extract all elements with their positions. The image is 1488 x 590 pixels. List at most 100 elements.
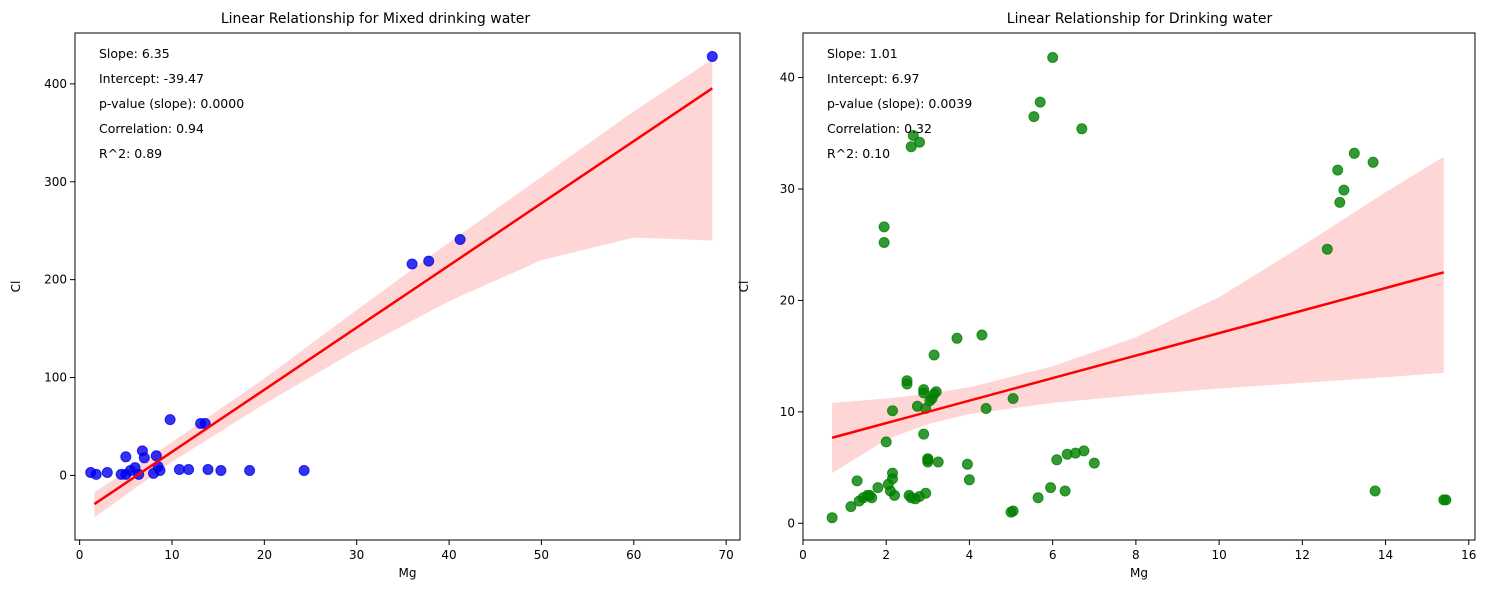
chart-drinking-water: Linear Relationship for Drinking water 0… [737,11,1476,580]
regression-line [93,87,713,506]
stats-annotation-line: Intercept: 6.97 [827,71,919,86]
x-tick-label: 14 [1378,548,1393,562]
x-tick-label: 20 [257,548,272,562]
scatter-point [878,237,890,248]
scatter-point [1332,164,1344,176]
y-axis-ticks: 0 100 200 300 400 [44,77,75,482]
stats-annotation-line: Correlation: 0.32 [827,121,932,136]
y-tick-label: 400 [44,77,67,91]
scatter-point [928,349,940,361]
scatter-point [1045,482,1057,494]
regression-line [831,271,1445,439]
x-tick-label: 0 [799,548,807,562]
scatter-point [866,492,878,504]
y-tick-label: 30 [780,182,795,196]
scatter-point [914,136,925,148]
stats-annotations: Slope: 6.35 Intercept: -39.47 p-value (slo… [99,46,244,161]
x-tick-label: 16 [1461,548,1476,562]
stats-annotation-line: Intercept: -39.47 [99,71,204,86]
x-tick-label: 10 [164,548,179,562]
scatter-point [930,386,942,398]
scatter-point [706,51,718,62]
scatter-point [244,465,256,476]
chart-title: Linear Relationship for Drinking water [1007,11,1273,27]
scatter-point [183,464,195,475]
scatter-point [1321,243,1333,255]
scatter-point [880,436,892,448]
scatter-point [1047,52,1059,63]
chart-mixed-drinking-water: Linear Relationship for Mixed drinking w… [9,11,741,580]
scatter-point [878,221,890,233]
x-tick-label: 12 [1295,548,1310,562]
scatter-point [1051,454,1063,466]
scatter-point [298,465,310,476]
scatter-point [1334,196,1346,208]
scatter-point [826,512,838,524]
stats-annotation-line: Slope: 1.01 [827,46,898,61]
y-axis-label: Cl [737,281,751,293]
plot-area [826,52,1452,524]
scatter-point [907,130,919,141]
scatter-point [1369,485,1381,497]
scatter-point [1032,492,1044,504]
x-axis-ticks: 0 10 20 30 40 50 60 70 [76,540,734,562]
scatter-point [889,489,900,501]
scatter-point [1007,393,1019,404]
scatter-point [1076,123,1088,135]
y-tick-label: 10 [780,405,795,419]
scatter-point [922,454,934,466]
scatter-point [1059,485,1071,497]
scatter-point [901,375,913,387]
scatter-point [164,414,176,426]
confidence-band [832,156,1444,474]
scatter-point [961,458,973,470]
plot-frame [74,32,741,541]
scatter-point [963,474,975,486]
stats-annotation-line: Slope: 6.35 [99,46,170,61]
scatter-point [423,255,435,267]
scatter-point [1078,445,1090,457]
scatter-point [1034,96,1046,108]
plot-content [826,52,1452,524]
x-tick-label: 50 [534,548,549,562]
scatter-point [905,141,917,153]
x-tick-label: 2 [882,548,890,562]
confidence-band [94,59,713,518]
y-tick-label: 0 [787,516,795,530]
plot-content [85,51,718,518]
scatter-point [173,464,185,475]
x-tick-label: 6 [1049,548,1057,562]
x-tick-label: 4 [966,548,974,562]
y-tick-label: 20 [780,293,795,307]
scatter-point [845,501,857,513]
stats-annotation-line: R^2: 0.89 [99,146,162,161]
y-tick-label: 40 [780,71,795,85]
stats-annotation-line: p-value (slope): 0.0039 [827,96,972,111]
y-tick-label: 300 [44,175,67,189]
scatter-point [406,258,418,270]
y-tick-label: 0 [59,468,67,482]
scatter-point [951,332,963,344]
chart-title: Linear Relationship for Mixed drinking w… [221,11,531,27]
scatter-point [887,473,898,485]
scatter-point [120,451,132,463]
x-axis-label: Mg [1130,566,1148,580]
y-tick-label: 200 [44,273,67,287]
scatter-point [138,452,150,464]
scatter-point [454,234,466,245]
scatter-point [918,387,930,399]
scatter-point [1007,505,1019,517]
scatter-point [1338,184,1350,196]
stats-annotation-line: R^2: 0.10 [827,146,890,161]
scatter-point [101,467,113,478]
plot-area [85,51,718,518]
x-tick-label: 40 [441,548,456,562]
y-tick-label: 100 [44,371,67,385]
x-tick-label: 70 [719,548,734,562]
x-tick-label: 60 [626,548,641,562]
x-axis-label: Mg [399,566,417,580]
scatter-point [918,428,930,440]
scatter-point [887,405,898,417]
y-axis-ticks: 0 10 20 30 40 [780,71,803,530]
